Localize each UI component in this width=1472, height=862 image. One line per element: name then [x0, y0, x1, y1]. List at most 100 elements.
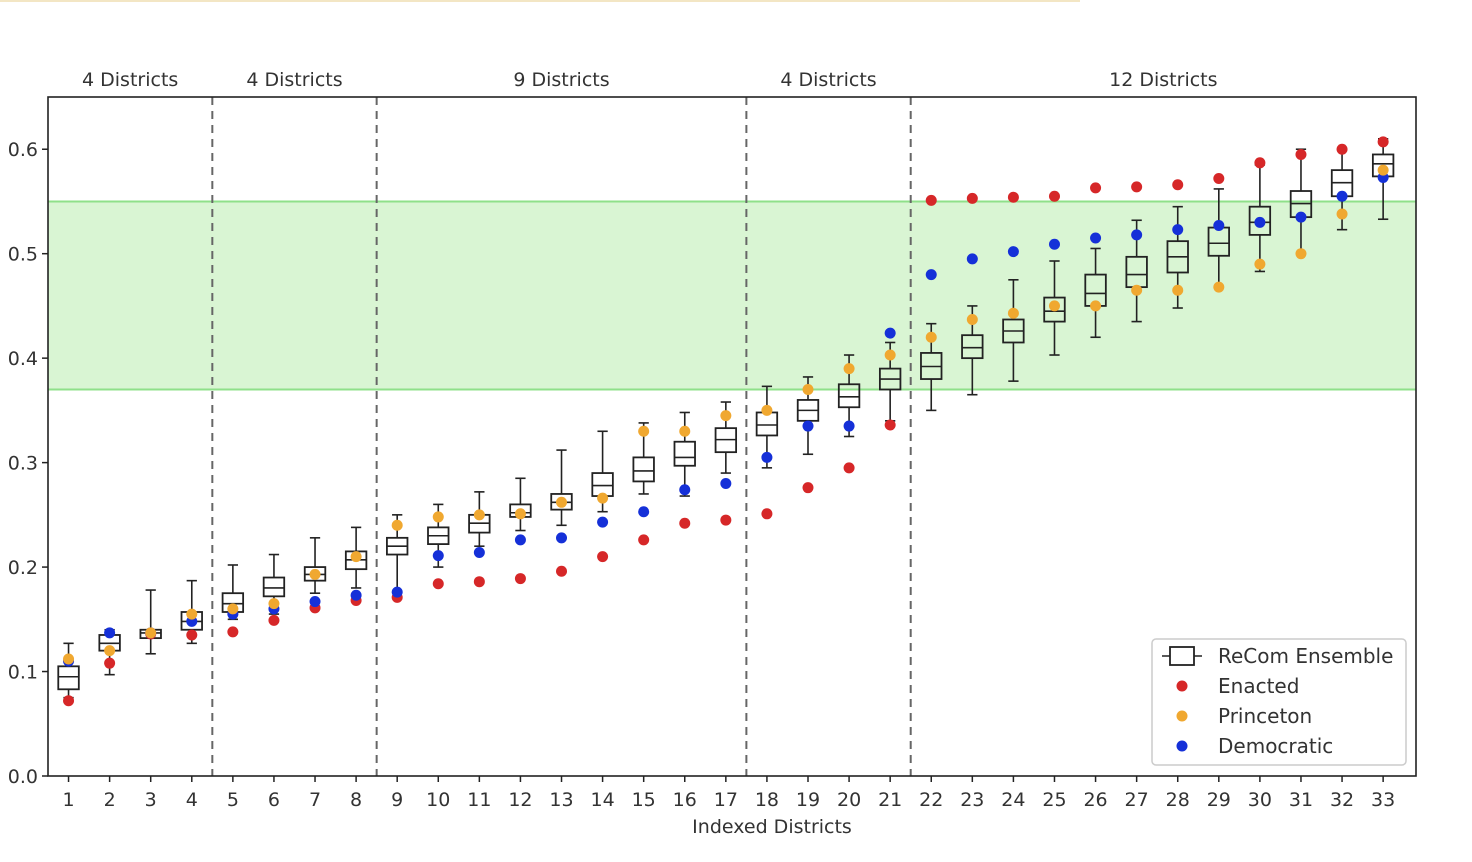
princeton-point	[145, 627, 157, 639]
democratic-point	[309, 596, 321, 608]
democratic-point	[925, 269, 937, 281]
princeton-point	[1295, 248, 1307, 260]
box-iqr	[57, 665, 80, 691]
princeton-point	[350, 551, 362, 563]
x-tick-label: 7	[309, 789, 321, 811]
princeton-point	[1048, 300, 1060, 312]
box-12	[509, 477, 532, 532]
princeton-point	[1090, 300, 1102, 312]
princeton-point	[1254, 258, 1266, 270]
box-iqr	[591, 472, 614, 497]
democratic-point	[761, 451, 773, 463]
enacted-point	[679, 517, 691, 529]
box-iqr	[262, 576, 286, 598]
x-tick-label: 23	[960, 789, 984, 811]
legend-frame	[1151, 638, 1407, 766]
group-dividers	[211, 97, 912, 776]
princeton-point	[761, 404, 773, 416]
princeton-point	[679, 425, 691, 437]
x-tick-label: 9	[391, 789, 403, 811]
princeton-point	[473, 509, 485, 521]
top-band	[0, 0, 1080, 2]
princeton-point	[638, 425, 650, 437]
enacted-point	[884, 419, 896, 431]
democratic-point	[638, 506, 650, 518]
x-tick-label: 31	[1289, 789, 1313, 811]
box-iqr	[673, 440, 696, 467]
democratic-point	[1090, 232, 1102, 244]
legend-marker	[1176, 710, 1188, 722]
enacted-point	[514, 573, 526, 585]
princeton-point	[925, 331, 937, 343]
princeton-point	[802, 383, 814, 395]
x-tick-label: 15	[632, 789, 656, 811]
legend-marker	[1176, 680, 1188, 692]
y-tick-label: 0.5	[8, 244, 38, 266]
box-iqr	[1248, 205, 1272, 236]
enacted-point	[1048, 190, 1060, 202]
x-tick-label: 27	[1125, 789, 1149, 811]
legend-marker	[1176, 740, 1188, 752]
enacted-point	[1254, 157, 1266, 169]
enacted-point	[186, 629, 198, 641]
x-tick-label: 10	[426, 789, 450, 811]
enacted-point	[104, 657, 116, 669]
box-iqr	[837, 383, 861, 409]
princeton-point	[1336, 208, 1348, 220]
democratic-point	[720, 478, 732, 490]
x-tick-label: 8	[350, 789, 362, 811]
enacted-point	[227, 626, 239, 638]
democratic-point	[1172, 224, 1184, 236]
princeton-point	[268, 598, 280, 610]
enacted-point	[1090, 182, 1102, 194]
group-label: 4 Districts	[82, 69, 178, 91]
x-tick-label: 26	[1083, 789, 1107, 811]
enacted-point	[268, 614, 280, 626]
box-3	[139, 589, 162, 655]
x-tick-label: 17	[714, 789, 738, 811]
x-axis: 1 2 3 4 5 6 7 8 9 10 11 12 13 14 15 16 17 18 19 20 21 22 23 24 2…	[62, 776, 1395, 811]
democratic-point	[556, 532, 568, 544]
princeton-point	[884, 349, 896, 361]
box-iqr	[755, 411, 779, 437]
x-tick-label: 20	[837, 789, 861, 811]
x-tick-label: 16	[673, 789, 697, 811]
democratic-point	[432, 550, 444, 562]
x-tick-label: 4	[186, 789, 198, 811]
group-label: 4 Districts	[246, 69, 342, 91]
democratic-point	[597, 516, 609, 528]
box-14	[591, 430, 614, 513]
y-tick-label: 0.2	[8, 557, 38, 579]
x-tick-label: 28	[1166, 789, 1190, 811]
democratic-point	[1131, 229, 1143, 241]
box-13	[550, 449, 573, 527]
y-tick-label: 0.4	[8, 348, 38, 370]
enacted-point	[1377, 136, 1389, 148]
x-tick-label: 30	[1248, 789, 1272, 811]
group-label: 9 Districts	[513, 69, 609, 91]
princeton-point	[720, 410, 732, 422]
enacted-point	[1336, 143, 1348, 155]
legend-box-icon	[1169, 646, 1195, 666]
enacted-point	[638, 534, 650, 546]
democratic-point	[679, 484, 691, 496]
enacted-point	[63, 695, 75, 707]
princeton-point	[1213, 281, 1225, 293]
x-tick-label: 18	[755, 789, 779, 811]
democratic-point	[884, 327, 896, 339]
y-tick-label: 0.0	[8, 766, 38, 788]
shaded-band	[48, 201, 1416, 390]
y-tick-label: 0.6	[8, 139, 38, 161]
princeton-point	[597, 492, 609, 504]
princeton-point	[309, 568, 321, 580]
princeton-point	[1007, 307, 1019, 319]
box-17	[714, 401, 738, 474]
democratic-point	[966, 253, 978, 265]
democratic-point	[1213, 219, 1225, 231]
enacted-point	[1295, 148, 1307, 160]
princeton-point	[391, 519, 403, 531]
x-tick-label: 25	[1042, 789, 1066, 811]
princeton-point	[432, 511, 444, 523]
democratic-point	[391, 586, 403, 598]
